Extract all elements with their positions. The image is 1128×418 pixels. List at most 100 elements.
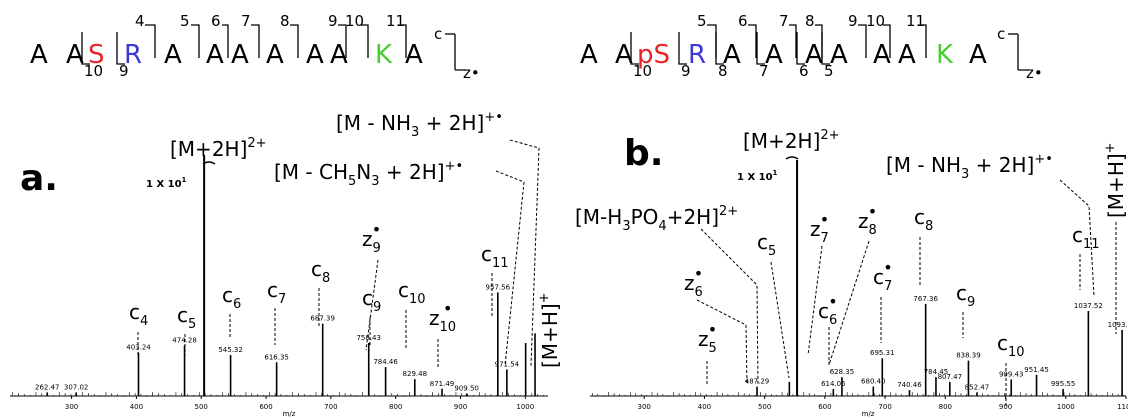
c-index-a-5: 5 <box>180 12 190 30</box>
residue-a-12: A <box>405 40 423 70</box>
z-index-b-10: 10 <box>633 62 652 80</box>
ion-c9b-label: c9 <box>956 281 975 310</box>
peak-label: 307.02 <box>64 383 89 391</box>
residue-b-12: A <box>969 40 987 70</box>
c-bracket-b-10 <box>883 24 891 58</box>
z-index-b-5: 5 <box>824 62 834 80</box>
residue-a-6: A <box>206 40 224 70</box>
peak-label: 616.35 <box>264 353 289 361</box>
z-index-b-term: z• <box>1026 64 1043 82</box>
c-bracket-a-4 <box>145 24 156 58</box>
residue-a-2: A <box>66 40 84 70</box>
ion-z9-label: z9• <box>362 220 381 256</box>
z-bracket-b-6 <box>796 32 805 65</box>
c-index-a-9: 9 <box>328 12 338 30</box>
residue-b-3: pS <box>637 40 670 70</box>
c-bracket-b-8 <box>815 24 823 58</box>
x-tick-label: 300 <box>638 403 651 411</box>
peak-label: 871.49 <box>430 380 455 388</box>
peak-label: 784.46 <box>373 358 398 366</box>
x-tick-label: 900 <box>454 403 467 411</box>
residue-b-4: R <box>688 40 706 70</box>
spectrum-b: 300 400 500 600 700 800 900 1000 1100 m/z 487.29 61… <box>590 160 1128 418</box>
peak-label: 687.39 <box>310 315 335 323</box>
residue-b-1: A <box>580 40 598 70</box>
loss-ch5n3-a-label: [M - CH5N3 + 2H]+• <box>274 159 463 189</box>
c-index-b-9: 9 <box>848 12 858 30</box>
x-tick-label: 700 <box>878 403 891 411</box>
sequence-b: A A pS R A A A A A A K A 10 9 8 7 6 5 5 <box>580 12 1043 82</box>
ion-c10-label: c10 <box>398 278 426 307</box>
c-bracket-a-10 <box>361 24 369 58</box>
peak-label: 767.36 <box>913 295 938 303</box>
c-bracket-a-9 <box>338 24 347 58</box>
loss-nh3-b-label: [M - NH3 + 2H]+• <box>886 152 1053 182</box>
x-tick-label: 500 <box>758 403 771 411</box>
residue-b-9: A <box>873 40 891 70</box>
ion-z10-label: z10• <box>429 299 456 335</box>
residue-b-2: A <box>615 40 633 70</box>
connector-h3po4 <box>700 228 759 386</box>
ion-c6-label: c6 <box>222 283 241 312</box>
ion-c11-label: c11 <box>481 242 509 271</box>
c-bracket-b-11 <box>918 24 927 58</box>
peak-label: 403.24 <box>126 344 151 352</box>
c-index-a-11: 11 <box>386 12 405 30</box>
peak-label: 1093.52 <box>1108 321 1128 329</box>
connector-loss-nh3 <box>509 139 540 367</box>
spectrum-a: 300 400 500 600 700 800 900 1000 m/z 262.47 307.02… <box>10 155 548 418</box>
c-bracket-b-7 <box>789 24 797 58</box>
z-index-a-10: 10 <box>84 62 103 80</box>
ion-z7-label: z7• <box>810 210 829 246</box>
peak-label: 957.56 <box>486 283 511 291</box>
connector-z7 <box>807 245 823 356</box>
z-bracket-b-10 <box>630 32 639 65</box>
peak-label: 909.43 <box>999 370 1024 378</box>
peak-label: 784.45 <box>924 368 949 376</box>
x-tick-label: 1000 <box>1057 403 1075 411</box>
c-bracket-b-5 <box>707 24 717 58</box>
residue-b-5: A <box>723 40 741 70</box>
c-index-a-7: 7 <box>241 12 251 30</box>
peak-label: 807.47 <box>938 373 963 381</box>
ion-c7-label: c7 <box>267 278 286 307</box>
connector-z6 <box>696 299 748 386</box>
scale-note-a: 1 X 101 <box>146 176 187 190</box>
c-bracket-b-6 <box>748 24 757 58</box>
connector-z8 <box>828 240 870 366</box>
z-index-b-9: 9 <box>681 62 691 80</box>
z-bracket-a-9 <box>116 32 125 65</box>
x-tick-label: 900 <box>999 403 1012 411</box>
peak-label: 758.43 <box>356 334 381 342</box>
x-tick-label: 400 <box>698 403 711 411</box>
peak-label: 740.46 <box>897 381 922 389</box>
x-tick-label: 400 <box>130 403 143 411</box>
z-index-a-term: z• <box>463 64 480 82</box>
loss-h3po4-b-label: [M-H3PO4+2H]2+ <box>575 204 738 234</box>
c-index-a-6: 6 <box>211 12 221 30</box>
z-index-a-9: 9 <box>119 62 129 80</box>
ion-c5b-label: c5 <box>757 230 776 259</box>
c-index-b-10: 10 <box>866 12 885 30</box>
ion-z6-label: z6• <box>684 264 703 300</box>
z-index-b-8: 8 <box>718 62 728 80</box>
peak-label: 695.31 <box>870 349 895 357</box>
z-bracket-a-term <box>454 34 466 71</box>
panel-a-annotations: a. 1 X 101 [M+2H]2+ [M - CH5N3 + 2H]+• [… <box>20 110 562 368</box>
c-index-a-8: 8 <box>280 12 290 30</box>
x-tick-label: 800 <box>939 403 952 411</box>
ion-c9-label: c9 <box>362 286 381 315</box>
ion-c11b-label: c11 <box>1072 223 1100 252</box>
x-tick-label: 700 <box>324 403 337 411</box>
z-bracket-b-7 <box>756 32 765 65</box>
c-index-a-term: c <box>434 25 442 43</box>
peak-label: 614.05 <box>821 380 846 388</box>
peak-label: 971.54 <box>495 360 520 368</box>
residue-a-9: A <box>306 40 324 70</box>
residue-a-1: A <box>30 40 48 70</box>
peak-label: 474.28 <box>172 336 197 344</box>
sequence-a: A A S R A A A A A A K A 10 9 4 5 6 7 8 9… <box>30 12 480 82</box>
z-bracket-b-5 <box>821 32 830 65</box>
residue-b-7: A <box>805 40 823 70</box>
